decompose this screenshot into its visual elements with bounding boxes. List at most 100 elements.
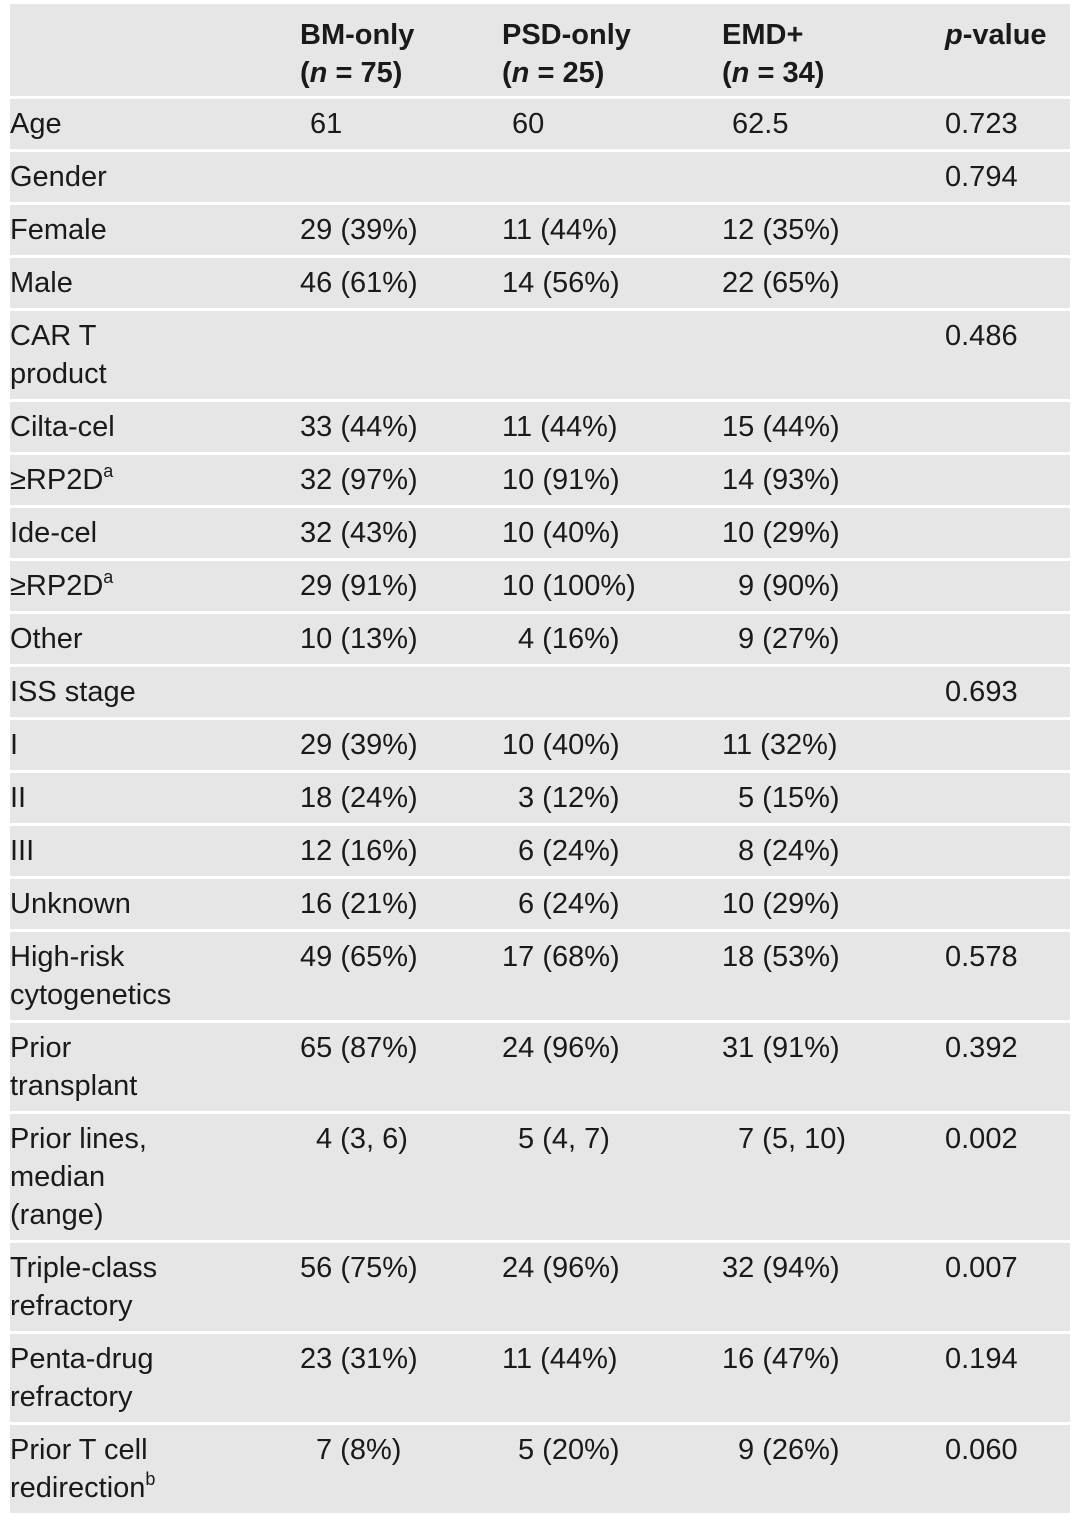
value: 32 (97%): [300, 464, 418, 496]
value-cell: 12 (16%): [300, 824, 502, 879]
value: 16 (21%): [300, 888, 418, 920]
value: 29 (39%): [300, 214, 418, 246]
value-cell: 18 (53%): [722, 930, 945, 1023]
value: 5 (15%): [738, 782, 840, 814]
n-part: = 75): [327, 57, 403, 89]
label-line: Ide-cel: [10, 514, 300, 552]
label-text: Prior lines,: [10, 1123, 147, 1155]
value: 11 (32%): [722, 729, 838, 761]
label-text: cytogenetics: [10, 979, 172, 1011]
value-cell: [300, 309, 502, 402]
label-text: median: [10, 1161, 106, 1193]
value-cell: [502, 150, 722, 205]
n-part: (: [300, 57, 310, 89]
table-row: Ide-cel 32 (43%) 10 (40%) 10 (29%): [10, 506, 1070, 561]
row-label: III: [10, 824, 300, 879]
header-cell: EMD+ (n = 34): [722, 4, 945, 99]
value-cell: 29 (91%): [300, 559, 502, 614]
table-row: II 18 (24%) 3 (12%) 5 (15%): [10, 771, 1070, 826]
value: 11 (44%): [502, 214, 618, 246]
table-row: High-risk cytogenetics 49 (65%) 17 (68%) 18 …: [10, 930, 1070, 1023]
value-cell: [502, 309, 722, 402]
table-row: Penta-drug refractory 23 (31%) 11 (44%) 16 (…: [10, 1332, 1070, 1425]
value-cell: 17 (68%): [502, 930, 722, 1023]
value-cell: 9 (26%): [722, 1423, 945, 1516]
p-value: 0.486: [945, 320, 1018, 352]
table-row: ≥RP2Da 32 (97%) 10 (91%) 14 (93%): [10, 453, 1070, 508]
label-line: High-risk: [10, 938, 300, 976]
table-row: Other 10 (13%) 4 (16%) 9 (27%): [10, 612, 1070, 667]
value: 60: [512, 108, 545, 140]
n-part: (: [722, 57, 732, 89]
label-text: redirection: [10, 1472, 146, 1504]
table-row: I 29 (39%) 10 (40%) 11 (32%): [10, 718, 1070, 773]
label-line: I: [10, 726, 300, 764]
p-value-cell: 0.007: [945, 1241, 1070, 1334]
label-text: refractory: [10, 1381, 133, 1413]
value-cell: [300, 665, 502, 720]
value: 4 (16%): [518, 623, 620, 655]
header-cell: p-value: [945, 4, 1070, 99]
value: 9 (26%): [738, 1434, 840, 1466]
value: 56 (75%): [300, 1252, 418, 1284]
footnote-mark: b: [145, 1469, 156, 1489]
label-text: Penta-drug: [10, 1343, 154, 1375]
value-cell: 6 (24%): [502, 877, 722, 932]
label-line: ≥RP2Da: [10, 461, 300, 499]
value-cell: 32 (94%): [722, 1241, 945, 1334]
p-value-cell: 0.794: [945, 150, 1070, 205]
label-line: Cilta-cel: [10, 408, 300, 446]
table-row: III 12 (16%) 6 (24%) 8 (24%): [10, 824, 1070, 879]
value-cell: 23 (31%): [300, 1332, 502, 1425]
value: 22 (65%): [722, 267, 840, 299]
label-line: refractory: [10, 1378, 300, 1416]
value: 6 (24%): [518, 888, 620, 920]
value: 11 (44%): [502, 1343, 618, 1375]
label-text: Triple-class: [10, 1252, 158, 1284]
row-label: II: [10, 771, 300, 826]
p-value-cell: [945, 612, 1070, 667]
row-label: ISS stage: [10, 665, 300, 720]
label-line: Gender: [10, 158, 300, 196]
p-value-cell: 0.693: [945, 665, 1070, 720]
table-row: CAR T product 0.486: [10, 309, 1070, 402]
value: 15 (44%): [722, 411, 840, 443]
label-line: product: [10, 355, 300, 393]
value-cell: [722, 150, 945, 205]
p-value: 0.007: [945, 1252, 1018, 1284]
value-cell: 60: [502, 97, 722, 152]
label-text: Ide-cel: [10, 517, 98, 549]
p-value: 0.002: [945, 1123, 1018, 1155]
value: 62.5: [732, 108, 789, 140]
table-row: Unknown 16 (21%) 6 (24%) 10 (29%): [10, 877, 1070, 932]
value: 24 (96%): [502, 1252, 620, 1284]
value-cell: [722, 309, 945, 402]
label-line: cytogenetics: [10, 976, 300, 1014]
row-label: Prior transplant: [10, 1021, 300, 1114]
value-cell: 11 (44%): [502, 1332, 722, 1425]
row-label: Female: [10, 203, 300, 258]
value-cell: 5 (20%): [502, 1423, 722, 1516]
label-line: Unknown: [10, 885, 300, 923]
table-row: Prior transplant 65 (87%) 24 (96%) 31 (91%) 0…: [10, 1021, 1070, 1114]
value: 46 (61%): [300, 267, 418, 299]
label-text: Male: [10, 267, 73, 299]
value-cell: 12 (35%): [722, 203, 945, 258]
row-label: Prior T cell redirectionb: [10, 1423, 300, 1516]
value-cell: 16 (21%): [300, 877, 502, 932]
value-cell: 11 (44%): [502, 400, 722, 455]
label-text: Female: [10, 214, 107, 246]
label-text: Cilta-cel: [10, 411, 115, 443]
row-label: Gender: [10, 150, 300, 205]
label-text: ≥RP2D: [10, 570, 104, 602]
table-row: Female 29 (39%) 11 (44%) 12 (35%): [10, 203, 1070, 258]
value-cell: 22 (65%): [722, 256, 945, 311]
value: 24 (96%): [502, 1032, 620, 1064]
value-cell: 56 (75%): [300, 1241, 502, 1334]
value: 10 (40%): [502, 517, 620, 549]
label-line: CAR T: [10, 317, 300, 355]
n-part: n: [511, 57, 530, 89]
table: BM-only (n = 75) PSD-only (n = 25) EMD+ (n = …: [10, 4, 1070, 1516]
label-line: transplant: [10, 1067, 300, 1105]
